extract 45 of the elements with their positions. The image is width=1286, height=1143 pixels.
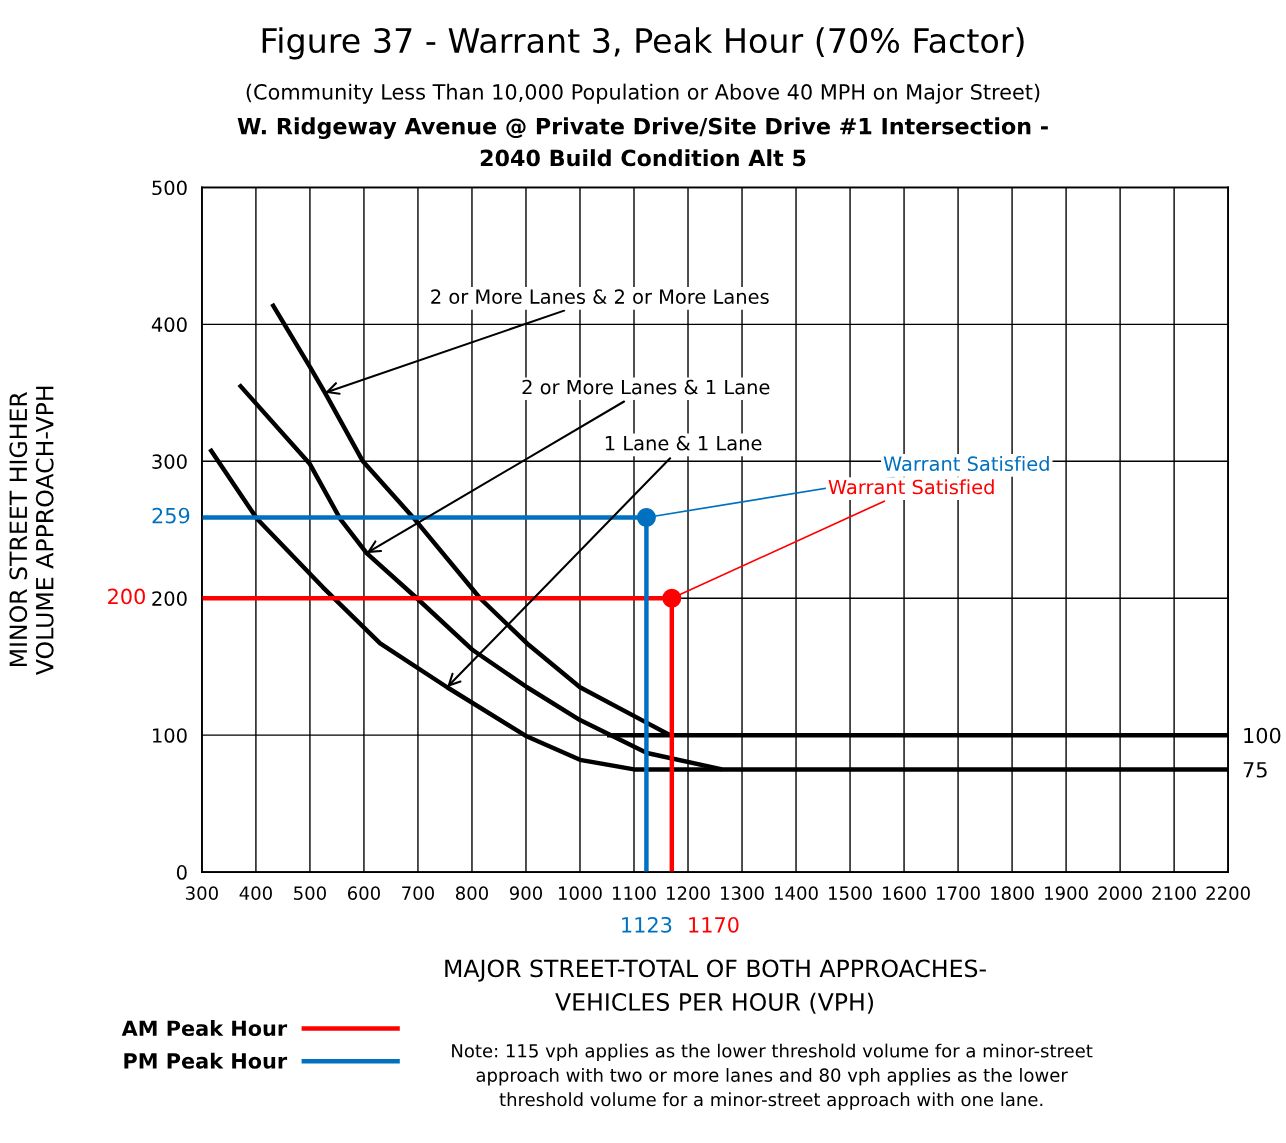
y-tick-label: 500: [152, 180, 187, 196]
chart-subtitle: (Community Less Than 10,000 Population or Above 40 MPH on Major Street): [246, 83, 1040, 104]
y-tick-label: 400: [151, 317, 187, 333]
y-tick-label: 300: [152, 454, 187, 469]
y2-tick-label: 100: [1244, 727, 1281, 744]
annotation: 2 or More Lanes & 1 Lane: [522, 379, 770, 395]
x-tick-label: 1700: [937, 886, 980, 900]
y-axis-title: MINOR STREET HIGHER VOLUME APPROACH-VPH: [9, 386, 54, 676]
text: Note: 115 vph applies as the lower threshold volume for a minor-street approach with two or more lanes and 80 vph applies as the lower threshold volume for a minor-street approach with one lane.: [452, 1043, 1093, 1110]
x-axis-title: MAJOR STREET-TOTAL OF BOTH APPROACHES- VEHICLES PER HOUR (VPH): [445, 959, 986, 1014]
x-tick-label: 1000: [558, 886, 602, 900]
text: W. Ridgeway Avenue @ Private Drive/Site Drive #1 Intersection - 2040 Build Condition Alt 5: [237, 117, 1048, 167]
text: 200: [108, 588, 145, 605]
x-tick-label: 700: [402, 886, 434, 900]
legend-label: AM Peak Hour: [121, 1019, 288, 1037]
x-tick-label: 1600: [883, 886, 926, 900]
x-tick-label: 1900: [1045, 886, 1088, 900]
x-tick-label: 900: [509, 886, 543, 900]
y-tick-label: 100: [153, 728, 187, 743]
text: 1123: [622, 916, 672, 933]
x-tick-label: 1800: [991, 886, 1034, 900]
x-tick-label: 400: [239, 886, 272, 900]
y-tick-label: 0: [176, 865, 187, 880]
x-tick-label: 2000: [1098, 886, 1142, 900]
chart-title: Figure 37 - Warrant 3, Peak Hour (70% Factor): [262, 27, 1024, 60]
x-tick-label: 1300: [721, 886, 764, 900]
x-tick-label: 1100: [613, 886, 656, 900]
x-tick-label: 1400: [775, 886, 818, 900]
text: 259: [152, 507, 190, 524]
x-tick-label: 1200: [667, 886, 710, 900]
y-tick-label: 200: [152, 591, 187, 606]
annotation: Warrant Satisfied: [828, 479, 994, 495]
annotation: 1 Lane & 1 Lane: [605, 435, 762, 451]
legend-label: PM Peak Hour: [124, 1052, 288, 1069]
x-tick-label: 800: [455, 886, 488, 900]
x-tick-label: 2100: [1152, 886, 1196, 900]
annotation: 2 or More Lanes & 2 or More Lanes: [431, 289, 769, 305]
x-tick-label: 2200: [1206, 886, 1250, 900]
annotation: Warrant Satisfied: [883, 456, 1049, 472]
x-tick-label: 300: [186, 886, 218, 900]
x-tick-label: 500: [294, 886, 326, 900]
text: 1170: [689, 916, 739, 933]
x-tick-label: 600: [347, 886, 380, 900]
x-tick-label: 1500: [829, 886, 872, 900]
y2-tick-label: 75: [1243, 762, 1267, 778]
